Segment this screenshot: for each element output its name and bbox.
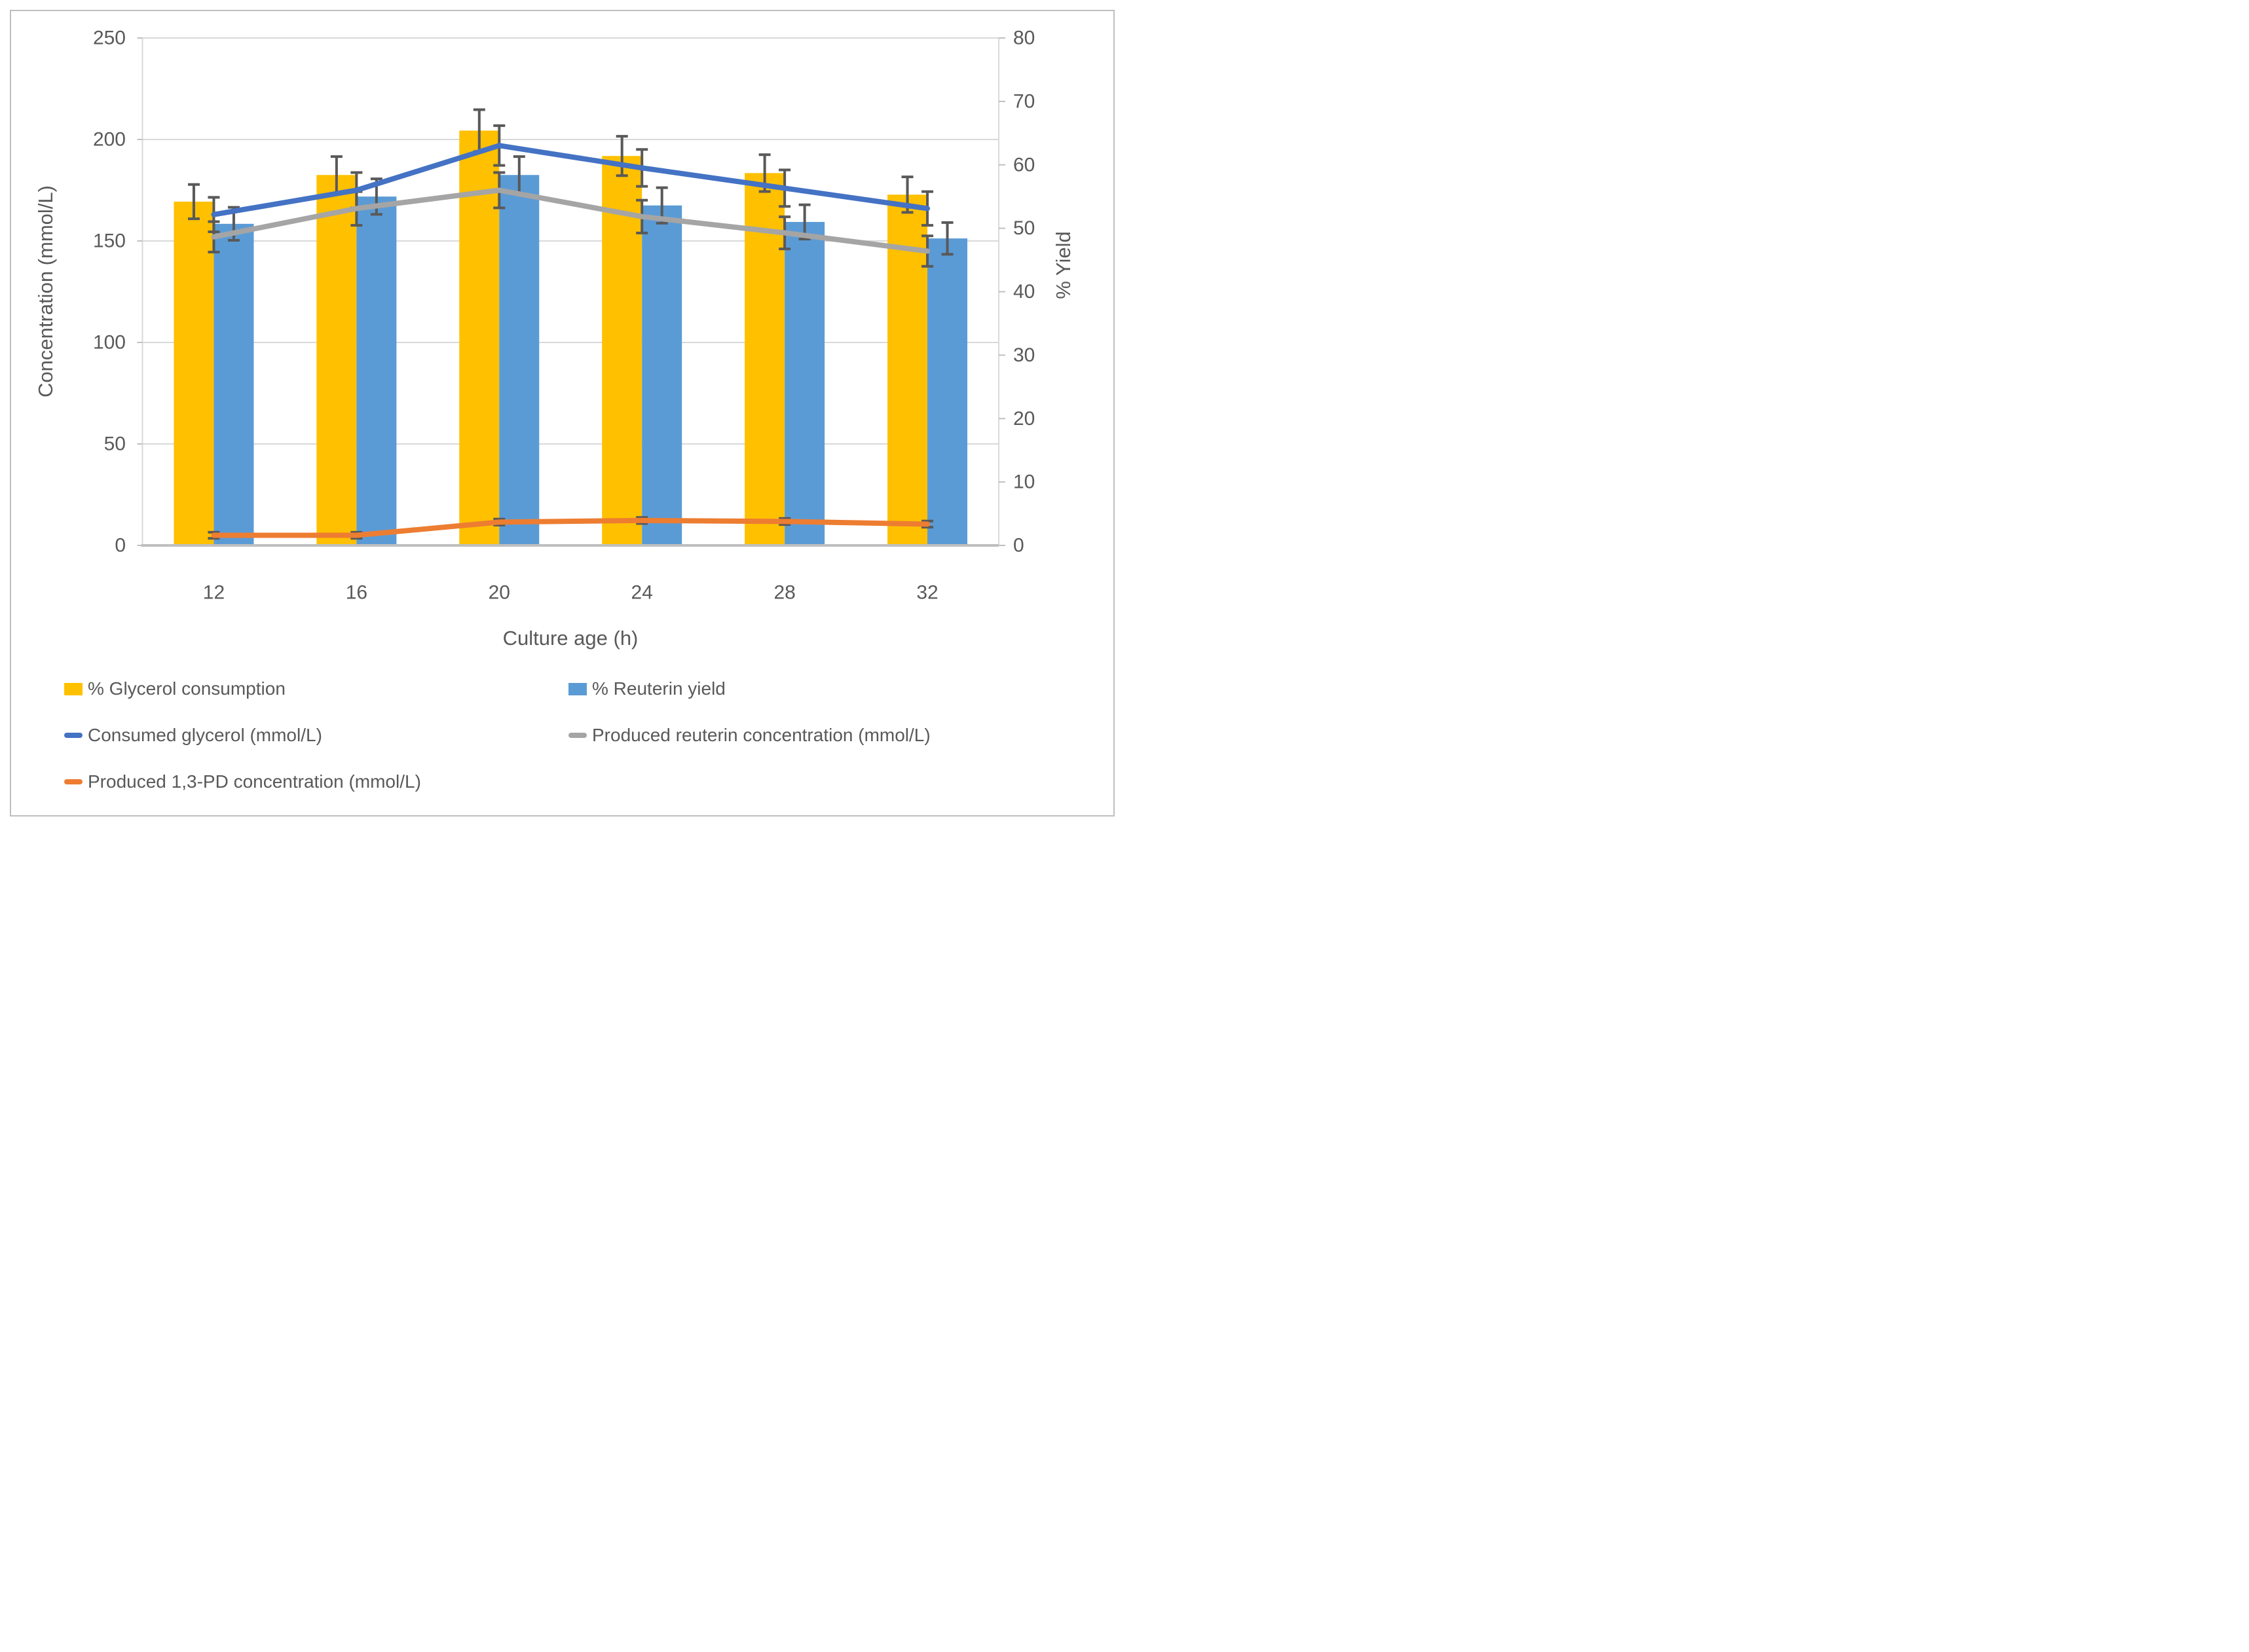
x-category-label: 24	[631, 582, 653, 604]
legend-label: % Glycerol consumption	[88, 678, 286, 699]
legend-item-produced-13pd: Produced 1,3-PD concentration (mmol/L)	[64, 770, 421, 794]
legend-label: % Reuterin yield	[592, 678, 726, 699]
series-line-consumed-glycerol	[211, 143, 931, 217]
legend-label: Produced reuterin concentration (mmol/L)	[592, 725, 931, 745]
legend-item-produced-reuterin: Produced reuterin concentration (mmol/L)	[568, 724, 931, 747]
bar-reuterin-yield	[356, 196, 397, 545]
reuterin-yield-swatch-icon	[568, 682, 587, 695]
y-right-tick-label: 70	[1013, 90, 1035, 112]
y-right-tick-label: 50	[1013, 217, 1035, 239]
y-left-tick-label: 200	[93, 129, 126, 151]
legend-item-consumed-glycerol: Consumed glycerol (mmol/L)	[64, 724, 322, 747]
y-left-tick-label: 150	[93, 230, 126, 252]
y-left-tick-label: 50	[104, 433, 126, 455]
x-axis-title: Culture age (h)	[502, 627, 639, 650]
x-category-label: 20	[489, 582, 510, 604]
bar-glycerol-consumption	[745, 173, 785, 545]
chart-svg: 0 50 100 150 200 250 0 10 20 30 40 50 60 70 80 12 16 20 24…	[93, 28, 1035, 604]
y-right-tick-label: 0	[1013, 535, 1024, 557]
y-left-tick-label: 100	[93, 332, 126, 354]
y-left-axis-title: Concentration (mmol/L)	[34, 185, 57, 397]
x-category-label: 12	[203, 582, 225, 604]
bar-glycerol-consumption	[174, 201, 214, 545]
y-right-tick-label: 60	[1013, 154, 1035, 175]
legend-label: Produced 1,3-PD concentration (mmol/L)	[88, 771, 421, 792]
glycerol-consumption-swatch-icon	[64, 682, 83, 695]
x-category-label: 28	[773, 582, 795, 604]
bar-reuterin-yield	[499, 175, 540, 545]
chart-page: 0 50 100 150 200 250 0 10 20 30 40 50 60 70 80 12 16 20 24…	[0, 0, 1124, 826]
bar-reuterin-yield	[927, 238, 968, 545]
legend-label: Consumed glycerol (mmol/L)	[88, 725, 322, 745]
y-right-axis-title: % Yield	[1052, 231, 1075, 299]
y-right-tick-label: 30	[1013, 344, 1035, 366]
x-category-label: 16	[346, 582, 367, 604]
consumed-glycerol-line-swatch-icon	[64, 733, 83, 738]
legend-item-reuterin-yield: % Reuterin yield	[568, 677, 726, 701]
y-right-tick-label: 80	[1013, 28, 1035, 49]
bar-glycerol-consumption	[887, 194, 928, 545]
bar-reuterin-yield	[785, 221, 825, 545]
bar-reuterin-yield	[214, 223, 254, 545]
produced-13pd-line-swatch-icon	[64, 779, 83, 784]
y-right-tick-label: 20	[1013, 408, 1035, 430]
produced-reuterin-line-swatch-icon	[568, 733, 587, 738]
bar-glycerol-consumption	[459, 130, 500, 545]
y-right-tick-label: 40	[1013, 281, 1035, 303]
y-left-tick-label: 0	[115, 535, 126, 557]
series-line-produced-13pd	[211, 517, 931, 538]
x-category-label: 32	[916, 582, 938, 604]
bar-reuterin-yield	[642, 205, 682, 545]
legend-item-glycerol-consumption: % Glycerol consumption	[64, 677, 286, 701]
bar-glycerol-consumption	[316, 175, 357, 545]
bar-glycerol-consumption	[602, 156, 642, 545]
y-left-tick-label: 250	[93, 28, 126, 49]
y-right-tick-label: 10	[1013, 471, 1035, 493]
series-line-produced-reuterin	[211, 187, 931, 254]
